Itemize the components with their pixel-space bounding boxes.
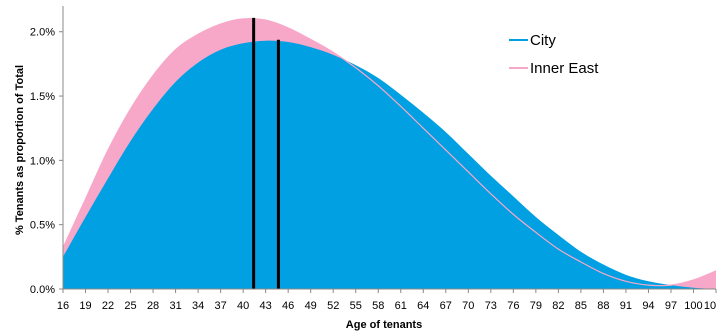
x-tick-label: 37 <box>214 300 226 312</box>
x-tick-label: 61 <box>395 300 407 312</box>
marker-lines <box>252 17 280 289</box>
x-tick-label: 25 <box>124 300 136 312</box>
legend-label-city: City <box>530 32 556 49</box>
x-tick-label: 100 <box>684 300 702 312</box>
x-tick-label: 49 <box>305 300 317 312</box>
x-tick-label: 58 <box>372 300 384 312</box>
x-tick-label: 52 <box>327 300 339 312</box>
x-tick-label: 10 <box>704 300 716 312</box>
x-tick-label: 85 <box>575 300 587 312</box>
y-tick-label: 2.0% <box>30 27 55 39</box>
x-tick-label: 19 <box>79 300 91 312</box>
x-axis-ticks: 16 19 22 25 28 31 34 37 40 43 46 49 52 55 58 61 64 67 70 73… <box>57 289 717 312</box>
y-tick-label: 1.5% <box>30 91 55 103</box>
x-axis-title: Age of tenants <box>346 319 422 331</box>
legend-label-inner-east: Inner East <box>530 60 599 77</box>
y-tick-label: 0.5% <box>30 220 55 232</box>
x-tick-label: 91 <box>620 300 632 312</box>
y-axis-title: % Tenants as proportion of Total <box>14 65 26 235</box>
x-tick-label: 16 <box>57 300 69 312</box>
x-tick-label: 79 <box>530 300 542 312</box>
x-tick-label: 55 <box>350 300 362 312</box>
x-tick-label: 76 <box>507 300 519 312</box>
x-tick-label: 34 <box>192 300 204 312</box>
y-tick-label: 0.0% <box>30 284 55 296</box>
x-tick-label: 97 <box>665 300 677 312</box>
inner-east-series-line <box>62 17 717 287</box>
x-tick-label: 73 <box>485 300 497 312</box>
x-tick-label: 70 <box>462 300 474 312</box>
y-tick-label: 1.0% <box>30 155 55 167</box>
legend: City Inner East <box>509 32 599 77</box>
x-tick-label: 28 <box>147 300 159 312</box>
city-series-area <box>63 40 716 289</box>
x-tick-label: 94 <box>642 300 654 312</box>
x-tick-label: 31 <box>169 300 181 312</box>
x-tick-label: 43 <box>260 300 272 312</box>
plot-area <box>62 17 717 289</box>
y-axis-ticks: 0.0% 0.5% 1.0% 1.5% 2.0% <box>30 27 63 296</box>
x-tick-label: 46 <box>282 300 294 312</box>
x-tick-label: 22 <box>102 300 114 312</box>
x-tick-label: 40 <box>237 300 249 312</box>
x-tick-label: 67 <box>440 300 452 312</box>
x-tick-label: 88 <box>597 300 609 312</box>
x-tick-label: 82 <box>552 300 564 312</box>
x-tick-label: 64 <box>417 300 429 312</box>
